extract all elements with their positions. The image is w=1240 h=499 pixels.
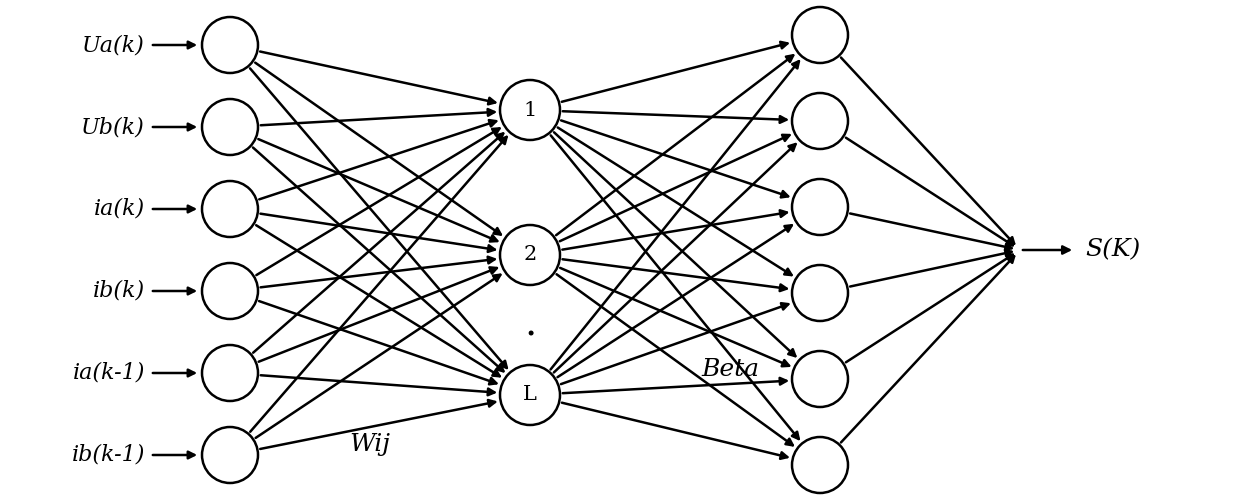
Circle shape bbox=[202, 181, 258, 237]
Text: ib(k): ib(k) bbox=[93, 280, 145, 302]
Text: S(K): S(K) bbox=[1085, 239, 1141, 261]
Text: ia(k): ia(k) bbox=[94, 198, 145, 220]
Text: Ub(k): Ub(k) bbox=[82, 116, 145, 138]
Text: 2: 2 bbox=[523, 246, 537, 264]
Circle shape bbox=[792, 93, 848, 149]
Circle shape bbox=[202, 345, 258, 401]
Text: L: L bbox=[523, 386, 537, 405]
Text: ib(k-1): ib(k-1) bbox=[72, 444, 145, 466]
Circle shape bbox=[202, 17, 258, 73]
Circle shape bbox=[202, 99, 258, 155]
Text: Beta: Beta bbox=[701, 358, 759, 382]
Circle shape bbox=[500, 80, 560, 140]
Text: Ua(k): Ua(k) bbox=[82, 34, 145, 56]
Text: Wij: Wij bbox=[350, 433, 391, 456]
Circle shape bbox=[792, 179, 848, 235]
Text: .: . bbox=[523, 306, 536, 343]
Circle shape bbox=[792, 7, 848, 63]
Circle shape bbox=[202, 427, 258, 483]
Text: 1: 1 bbox=[523, 100, 537, 119]
Circle shape bbox=[500, 365, 560, 425]
Circle shape bbox=[792, 437, 848, 493]
Circle shape bbox=[792, 265, 848, 321]
Text: ia(k-1): ia(k-1) bbox=[73, 362, 145, 384]
Circle shape bbox=[202, 263, 258, 319]
Circle shape bbox=[792, 351, 848, 407]
Circle shape bbox=[500, 225, 560, 285]
